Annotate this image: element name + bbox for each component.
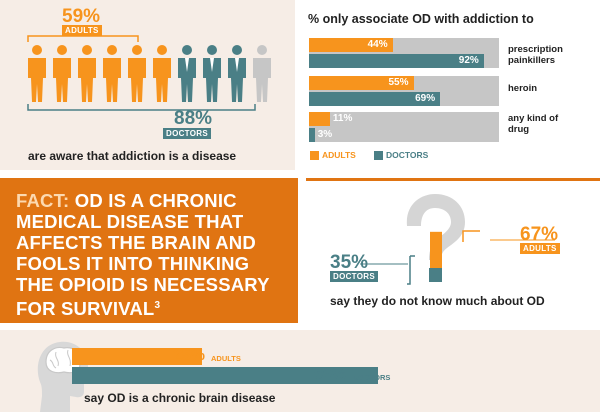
person-icon (203, 45, 221, 102)
bar-adults (309, 76, 414, 90)
know-adults-pct: 67% (520, 224, 559, 245)
bar-doctors (309, 128, 315, 142)
associate-title: % only associate OD with addiction to (308, 12, 534, 26)
brain-adults-tag: ADULTS (211, 354, 241, 363)
person-icon (253, 45, 271, 102)
bar-adults-label: 55% (388, 77, 409, 88)
category-label-painkillers: prescription painkillers (508, 44, 563, 66)
know-caption: say they do not know much about OD (330, 294, 545, 308)
legend-swatch-adults (310, 151, 319, 160)
aware-adults-pct: 59% (62, 6, 101, 27)
bar-doctors (309, 54, 484, 68)
aware-adults-tag: ADULTS (62, 25, 102, 36)
know-doctors-leader (407, 255, 415, 285)
know-doctors-fill (430, 268, 442, 282)
brain-bar-adults (72, 348, 202, 365)
know-adults-tag: ADULTS (520, 243, 560, 254)
aware-doctors-tag: DOCTORS (163, 128, 211, 139)
brain-folds (49, 349, 71, 369)
fact-panel (0, 178, 298, 323)
bar-doctors-label: 92% (458, 55, 479, 66)
brain-doctors-tag: DOCTORS (353, 373, 391, 382)
legend-label-doctors: DOCTORS (386, 150, 429, 160)
aware-doctors-pct: 88% (174, 108, 213, 129)
bar-doctors-label: 69% (415, 93, 436, 104)
know-chart (360, 230, 555, 285)
question-mark-shape (406, 194, 465, 260)
bar-track (309, 112, 499, 142)
know-doctors-pct: 35% (330, 252, 369, 273)
person-icon (78, 45, 96, 102)
bar-adults (309, 112, 330, 126)
person-icon (228, 45, 246, 102)
bar-adults (309, 38, 393, 52)
pictogram-chart (27, 32, 271, 114)
brain-doctors-pct: 59% (314, 366, 347, 383)
know-doctors-tag: DOCTORS (330, 271, 378, 282)
doctors-bracket (27, 104, 256, 114)
person-icon (53, 45, 71, 102)
category-label-any-drug: any kind of drug (508, 113, 559, 135)
aware-caption: are aware that addiction is a disease (28, 149, 237, 163)
person-icon (178, 45, 196, 102)
legend-label-adults: ADULTS (322, 150, 356, 160)
bar-doctors-label: 3% (317, 129, 333, 140)
legend-swatch-doctors (374, 151, 383, 160)
person-icon (103, 45, 121, 102)
brain-adults-pct: 25% (173, 347, 206, 364)
aware-panel (0, 0, 295, 170)
person-icon (28, 45, 46, 102)
category-label-heroin: heroin (508, 83, 538, 94)
bar-adults-label: 44% (367, 39, 388, 50)
brain-bar-doctors (72, 367, 378, 384)
know-adults-leader (462, 230, 480, 242)
fact-text: FACT: OD IS A CHRONIC MEDICAL DISEASE TH… (16, 190, 270, 320)
bar-adults-label: 11% (332, 113, 353, 124)
person-icon (128, 45, 146, 102)
know-adults-fill (430, 231, 442, 268)
bar-doctors (309, 92, 441, 106)
brain-caption: say OD is a chronic brain disease (84, 391, 276, 405)
person-icon (153, 45, 171, 102)
adults-bracket (27, 32, 139, 42)
